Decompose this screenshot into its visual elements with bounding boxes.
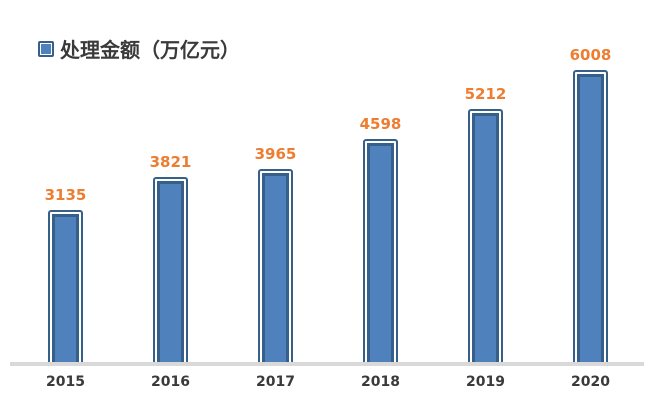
x-axis-line bbox=[10, 362, 644, 366]
bar-fill bbox=[577, 74, 604, 362]
bar-2019 bbox=[468, 109, 503, 362]
data-label-2019: 5212 bbox=[464, 85, 507, 103]
bar-fill bbox=[472, 113, 499, 362]
data-label-2020: 6008 bbox=[569, 46, 612, 64]
bar-2015 bbox=[48, 210, 83, 362]
x-tick-label-2019: 2019 bbox=[466, 374, 505, 390]
x-tick-label-2017: 2017 bbox=[256, 374, 295, 390]
legend-label: 处理金额（万亿元） bbox=[60, 38, 240, 62]
bar-fill bbox=[52, 214, 79, 362]
data-label-2017: 3965 bbox=[254, 145, 297, 163]
data-label-2018: 4598 bbox=[359, 115, 402, 133]
data-label-2015: 3135 bbox=[44, 186, 87, 204]
bar-fill bbox=[157, 181, 184, 362]
bar-fill bbox=[262, 173, 289, 362]
bar-fill bbox=[367, 143, 394, 362]
x-tick-label-2018: 2018 bbox=[361, 374, 400, 390]
x-tick-label-2015: 2015 bbox=[46, 374, 85, 390]
legend-swatch-icon bbox=[38, 40, 54, 57]
bar-2017 bbox=[258, 169, 293, 362]
legend: 处理金额（万亿元） bbox=[38, 34, 240, 63]
data-label-2016: 3821 bbox=[149, 153, 192, 171]
bar-2020 bbox=[573, 70, 608, 362]
x-tick-label-2020: 2020 bbox=[571, 374, 610, 390]
bar-2018 bbox=[363, 139, 398, 362]
x-tick-label-2016: 2016 bbox=[151, 374, 190, 390]
bar-2016 bbox=[153, 177, 188, 362]
